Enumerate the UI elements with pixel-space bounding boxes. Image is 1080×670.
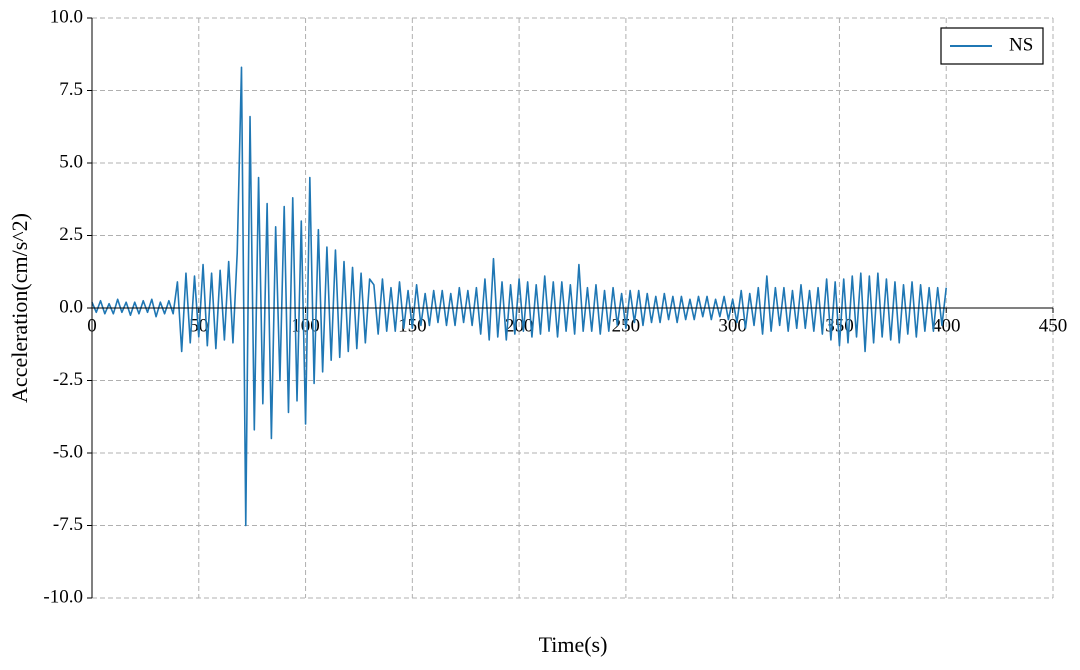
y-tick-label: 7.5 (59, 79, 83, 100)
y-tick-label: -7.5 (53, 514, 83, 535)
y-tick-label: -2.5 (53, 369, 83, 390)
legend-label: NS (1009, 34, 1033, 55)
y-tick-label: -10.0 (43, 586, 83, 607)
y-tick-label: 2.5 (59, 224, 83, 245)
x-tick-label: 300 (718, 315, 747, 336)
x-tick-label: 400 (932, 315, 961, 336)
y-tick-label: 10.0 (50, 6, 83, 27)
x-tick-label: 200 (505, 315, 534, 336)
x-tick-label: 450 (1039, 315, 1068, 336)
y-tick-label: -5.0 (53, 441, 83, 462)
x-axis-label: Time(s) (539, 632, 608, 657)
y-axis-label: Acceleration(cm/s^2) (7, 213, 32, 403)
y-tick-label: 5.0 (59, 151, 83, 172)
data-line (91, 66, 948, 527)
y-tick-label: 0.0 (59, 296, 83, 317)
